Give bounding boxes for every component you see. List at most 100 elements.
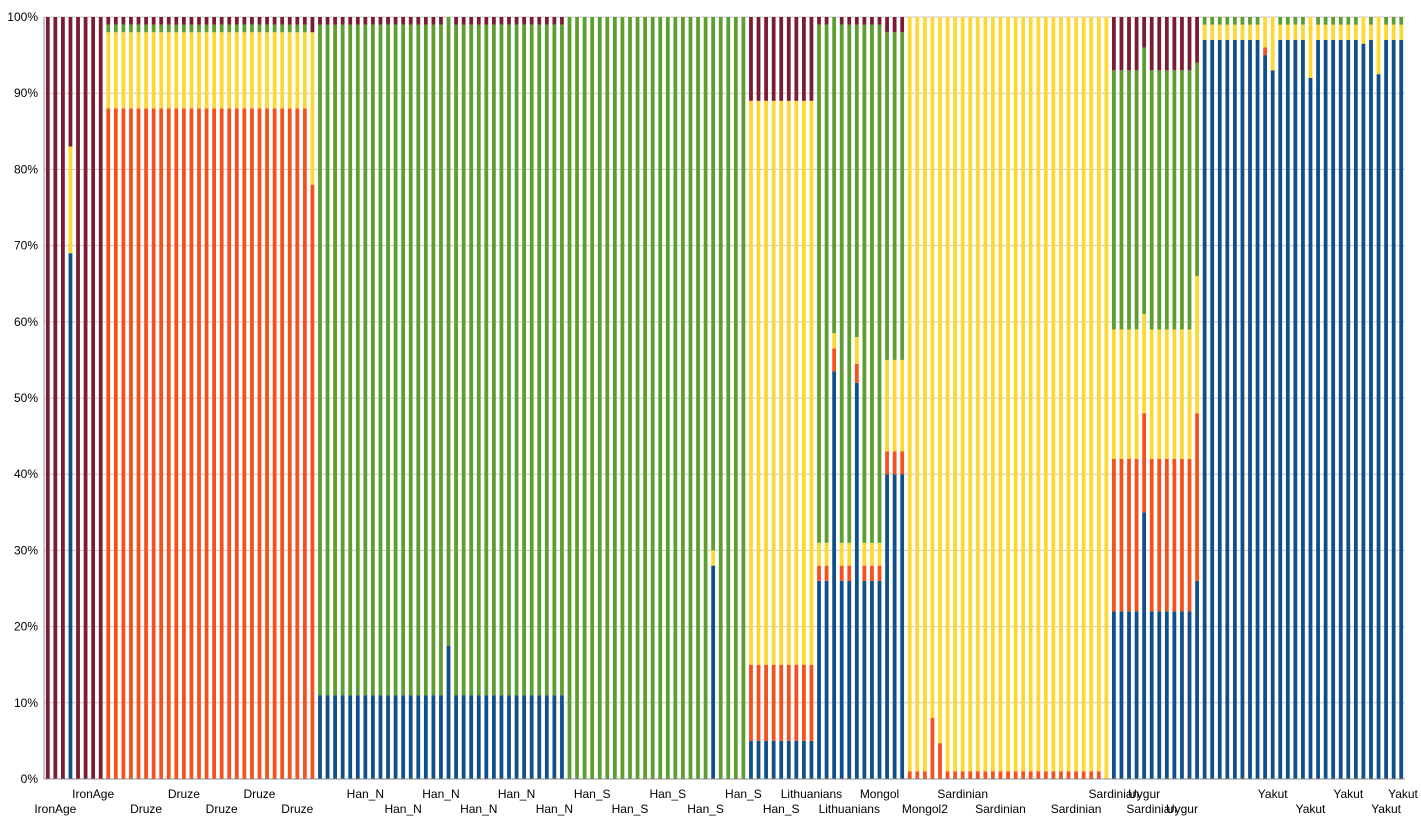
bar-segment-c3 <box>1353 24 1358 40</box>
bar-segment-c2 <box>915 771 920 779</box>
bar-segment-c2 <box>953 771 958 779</box>
bar-segment-c3 <box>250 32 254 109</box>
bar-segment-c4 <box>265 24 269 33</box>
bar-segment-c2 <box>113 108 118 779</box>
bar-segment-c4 <box>355 24 360 696</box>
bar-segment-c1 <box>295 17 300 25</box>
bar-segment-c2 <box>968 771 973 779</box>
bar-segment-c5 <box>340 695 345 779</box>
bar-segment-c3 <box>945 17 950 772</box>
bar-segment-c3 <box>1021 17 1026 772</box>
bar-segment-c5 <box>1142 512 1147 779</box>
y-tick-label: 80% <box>14 162 38 176</box>
bar-segment-c5 <box>824 580 829 779</box>
bar-segment-c5 <box>1361 43 1366 780</box>
bar-segment-c5 <box>1293 39 1298 780</box>
bar-segment-c2 <box>250 108 254 779</box>
bar-segment-c3 <box>1127 329 1131 459</box>
bar-segment-c3 <box>136 32 141 109</box>
bar-segment-c3 <box>219 32 224 109</box>
bar-segment-c1 <box>272 17 277 25</box>
bar-segment-c4 <box>733 17 738 779</box>
y-tick-label: 30% <box>14 543 38 557</box>
bar-segment-c4 <box>1180 70 1184 330</box>
bar-segment-c4 <box>1157 70 1162 330</box>
bar-segment-c3 <box>159 32 164 109</box>
bar-segment-c1 <box>386 17 390 25</box>
bar-segment-c3 <box>1104 17 1109 779</box>
bar-segment-c4 <box>1195 62 1199 277</box>
bar-segment-c5 <box>552 695 557 779</box>
bar-segment-c5 <box>522 695 527 779</box>
bar-segment-c2 <box>1187 458 1192 612</box>
bar-segment-c5 <box>1248 39 1252 780</box>
bar-segment-c5 <box>1172 611 1177 779</box>
x-tick-label: Han_S <box>574 787 611 801</box>
bar-segment-c3 <box>764 100 768 665</box>
bar-segment-c5 <box>877 580 882 779</box>
bar-segment-c4 <box>371 24 375 696</box>
bar-segment-c2 <box>159 108 164 779</box>
bar-segment-c3 <box>900 359 905 452</box>
bar-segment-c2 <box>983 771 988 779</box>
bar-segment-c1 <box>333 17 337 25</box>
bar-segment-c3 <box>975 17 980 772</box>
bar-segment-c4 <box>174 24 179 33</box>
bar-segment-c5 <box>333 695 337 779</box>
bar-segment-c4 <box>340 24 345 696</box>
bar-segment-c3 <box>280 32 285 109</box>
bar-segment-c4 <box>1202 17 1207 25</box>
bar-segment-c2 <box>106 108 111 779</box>
bar-segment-c5 <box>817 580 821 779</box>
bar-segment-c4 <box>870 24 874 543</box>
bar-segment-c1 <box>401 17 406 25</box>
bar-segment-c2 <box>877 565 882 581</box>
bar-segment-c1 <box>416 17 421 25</box>
bar-segment-c3 <box>915 17 920 772</box>
bar-segment-c3 <box>113 32 118 109</box>
x-tick-label: Yakut <box>1388 787 1418 801</box>
bar-segment-c2 <box>151 108 156 779</box>
bar-segment-c1 <box>786 17 791 101</box>
bar-segment-c3 <box>1149 329 1154 459</box>
bar-segment-c5 <box>1157 611 1162 779</box>
bar-segment-c2 <box>779 664 784 741</box>
bar-segment-c4 <box>1112 70 1116 330</box>
bar-segment-c1 <box>234 17 239 25</box>
bar-segment-c1 <box>892 17 897 33</box>
bar-segment-c4 <box>1164 70 1169 330</box>
bar-segment-c1 <box>560 17 564 25</box>
bar-segment-c2 <box>975 771 980 779</box>
bar-segment-c3 <box>212 32 217 109</box>
bar-segment-c4 <box>280 24 285 33</box>
bar-segment-c5 <box>1353 39 1358 780</box>
bar-segment-c3 <box>779 100 784 665</box>
bar-segment-c1 <box>514 17 519 25</box>
bar-segment-c3 <box>938 17 942 744</box>
bar-segment-c4 <box>681 17 685 779</box>
bar-segment-c2 <box>862 565 867 581</box>
bar-segment-c4 <box>1391 17 1396 25</box>
bar-segment-c4 <box>491 24 496 696</box>
bar-segment-c4 <box>121 24 126 33</box>
bar-segment-c1 <box>476 17 481 25</box>
bar-segment-c1 <box>423 17 428 25</box>
bar-segment-c4 <box>832 17 837 334</box>
bar-segment-c2 <box>1142 413 1147 513</box>
bar-segment-c2 <box>1112 458 1116 612</box>
bar-segment-c2 <box>166 108 171 779</box>
bar-segment-c3 <box>1074 17 1078 772</box>
y-tick-label: 70% <box>14 239 38 253</box>
bar-segment-c4 <box>718 17 723 779</box>
x-tick-label: Han_S <box>763 802 800 816</box>
bar-segment-c1 <box>544 17 549 25</box>
bar-segment-c2 <box>839 565 844 581</box>
bar-segment-c3 <box>824 542 829 566</box>
bar-segment-c2 <box>938 743 942 779</box>
bar-segment-c3 <box>1210 24 1215 40</box>
x-tick-label: Mongol <box>860 787 899 801</box>
bar-segment-c2 <box>227 108 232 779</box>
bar-segment-c4 <box>1217 17 1222 25</box>
bar-segment-c4 <box>582 17 587 779</box>
bar-segment-c2 <box>1195 413 1199 581</box>
